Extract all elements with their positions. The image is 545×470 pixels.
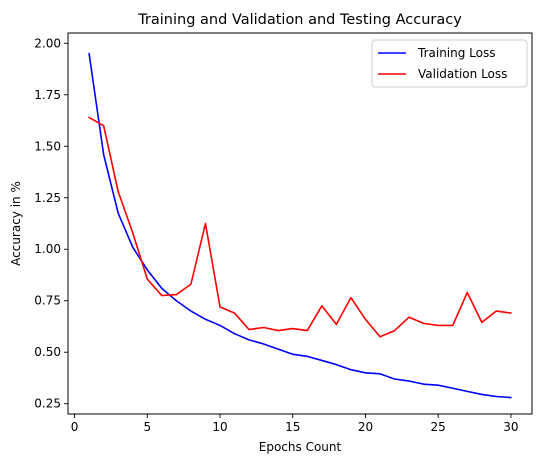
y-tick-label: 0.75 [34, 294, 61, 308]
y-tick-label: 0.50 [34, 345, 61, 359]
y-tick-label: 0.25 [34, 397, 61, 411]
series-line-validation-loss [88, 116, 512, 338]
y-tick-label: 1.00 [34, 242, 61, 256]
y-tick-label: 1.25 [34, 191, 61, 205]
series-line-training-loss [88, 52, 512, 399]
y-tick-label: 1.75 [34, 88, 61, 102]
y-tick-label: 2.00 [34, 36, 61, 50]
series-layer [88, 52, 512, 399]
y-tick-label: 1.50 [34, 139, 61, 153]
x-tick-label: 10 [212, 420, 227, 434]
y-axis-title: Accuracy in % [9, 181, 23, 266]
x-tick-label: 25 [431, 420, 446, 434]
x-axis-title: Epochs Count [259, 440, 342, 454]
legend-label-validation-loss: Validation Loss [418, 67, 507, 81]
x-tick-label: 30 [503, 420, 518, 434]
plot-area [67, 32, 533, 415]
legend: Training Loss Validation Loss [371, 39, 528, 88]
x-tick-label: 20 [358, 420, 373, 434]
legend-label-training-loss: Training Loss [417, 46, 495, 60]
x-tick-label: 5 [143, 420, 151, 434]
legend-box [371, 39, 528, 88]
x-axis: 0 5 10 15 20 25 30 [71, 414, 519, 434]
chart-title: Training and Validation and Testing Accu… [137, 12, 462, 28]
x-tick-label: 15 [285, 420, 300, 434]
x-tick-label: 0 [71, 420, 79, 434]
y-axis: 0.25 0.50 0.75 1.00 1.25 1.50 1.75 2.00 [34, 36, 68, 411]
